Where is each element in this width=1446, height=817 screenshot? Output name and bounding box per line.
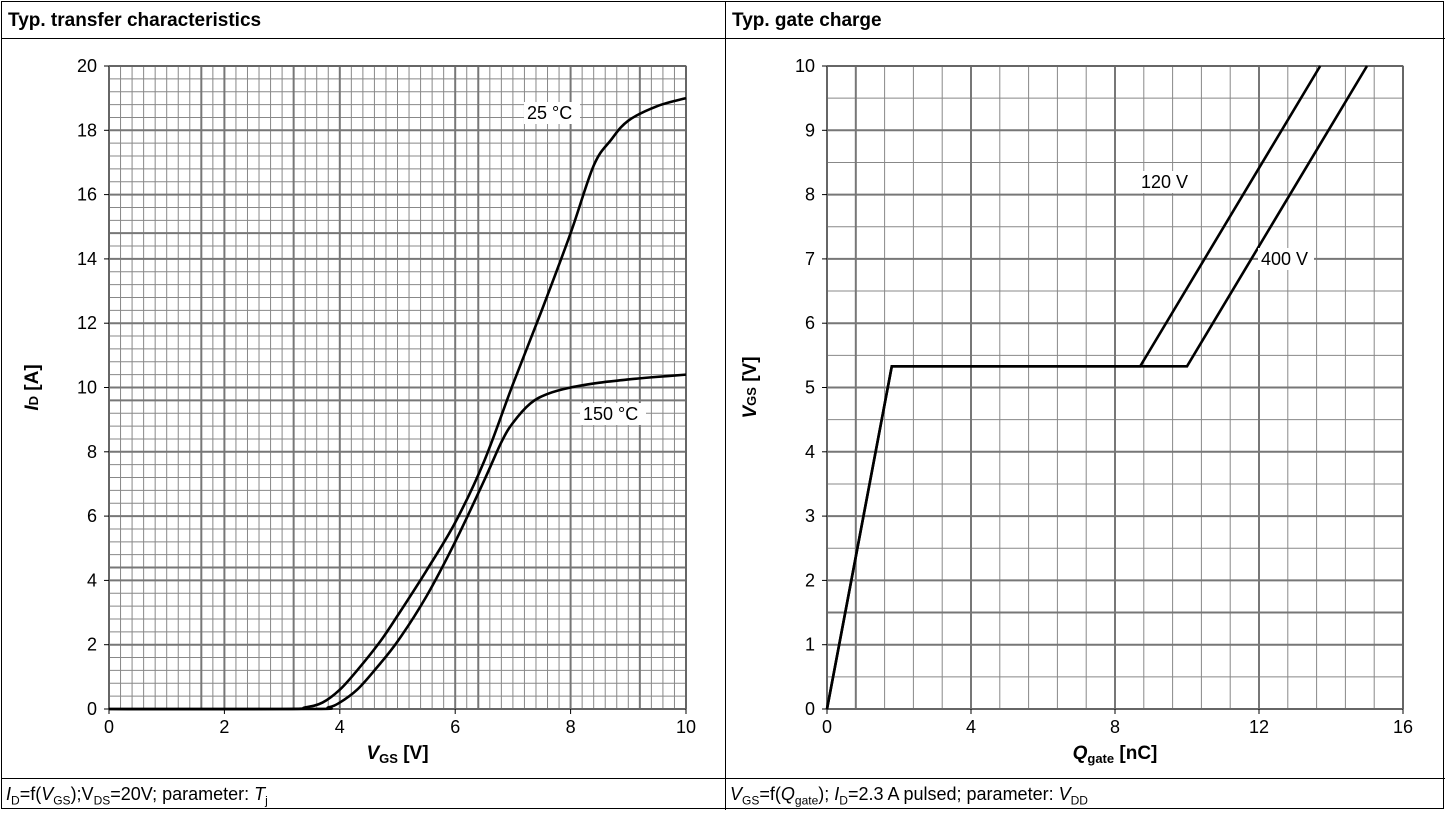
y-axis-label: ID [A] (22, 364, 43, 410)
x-axis-label: VGS [V] (366, 743, 428, 766)
y-tick-label: 20 (77, 56, 97, 76)
y-tick-label: 4 (87, 570, 97, 590)
series-annotation-label: 120 V (1141, 172, 1188, 192)
grid (108, 65, 687, 710)
annotation-background (1258, 248, 1314, 270)
annotation-background (580, 403, 646, 425)
y-tick-label: 7 (805, 249, 815, 269)
x-tick-label: 12 (1249, 717, 1269, 737)
x-tick-label: 8 (566, 717, 576, 737)
grid (826, 65, 1404, 710)
y-tick-label: 6 (87, 506, 97, 526)
y-tick-label: 9 (805, 120, 815, 140)
caption-divider (2, 778, 1445, 779)
x-tick-label: 10 (676, 717, 696, 737)
y-tick-label: 0 (805, 699, 815, 719)
left-panel-caption: ID=f(VGS);VDS=20V; parameter: Tj (6, 784, 268, 808)
x-tick-label: 8 (1110, 717, 1120, 737)
title-divider (2, 38, 1445, 39)
y-tick-label: 0 (87, 699, 97, 719)
y-axis-label: VGS [V] (740, 356, 761, 418)
series-annotation-label: 25 °C (527, 103, 572, 123)
x-axis-label: Qgate [nC] (1073, 743, 1158, 766)
series-annotation-label: 150 °C (583, 404, 638, 424)
series-line-2 (825, 65, 1369, 710)
x-tick-label: 4 (966, 717, 976, 737)
annotation-background (1138, 171, 1194, 193)
y-tick-label: 12 (77, 313, 97, 333)
panel-divider (725, 2, 726, 810)
y-tick-label: 10 (77, 378, 97, 398)
series-line-2 (108, 373, 687, 711)
x-tick-label: 2 (219, 717, 229, 737)
y-tick-label: 6 (805, 313, 815, 333)
chart-1: 0 2 4 6 8 10 0 2 4 6 8 10 12 14 16 18 20 VGS [V] ID [A] 25 … (22, 56, 696, 766)
y-tick-label: 10 (795, 56, 815, 76)
series-annotation-label: 400 V (1261, 249, 1308, 269)
x-tick-label: 0 (104, 717, 114, 737)
y-tick-label: 16 (77, 185, 97, 205)
series-line-1 (108, 96, 687, 711)
y-tick-label: 3 (805, 506, 815, 526)
y-tick-label: 8 (87, 442, 97, 462)
y-tick-label: 8 (805, 185, 815, 205)
y-tick-label: 18 (77, 120, 97, 140)
right-panel-caption: VGS=f(Qgate); ID=2.3 A pulsed; parameter… (730, 784, 1088, 808)
y-tick-label: 2 (87, 635, 97, 655)
left-panel-title: Typ. transfer characteristics (8, 10, 262, 31)
x-tick-label: 16 (1393, 717, 1413, 737)
x-tick-label: 6 (450, 717, 460, 737)
x-tick-label: 4 (335, 717, 345, 737)
y-tick-label: 2 (805, 570, 815, 590)
x-tick-label: 0 (822, 717, 832, 737)
y-tick-label: 14 (77, 249, 97, 269)
y-tick-label: 4 (805, 442, 815, 462)
annotation-background (524, 102, 580, 124)
right-panel-title: Typ. gate charge (732, 10, 882, 31)
y-tick-label: 1 (805, 635, 815, 655)
y-tick-label: 5 (805, 378, 815, 398)
